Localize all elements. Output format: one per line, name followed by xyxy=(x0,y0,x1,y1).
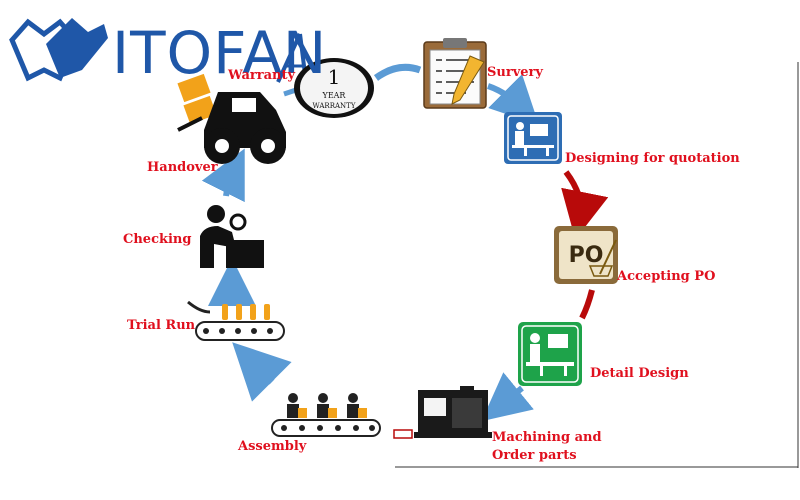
warranty-badge-icon: 1 YEAR WARRANTY xyxy=(294,58,374,118)
arrow-designing-to-accepting xyxy=(561,170,609,240)
warranty-line1: YEAR xyxy=(322,91,347,100)
label-detail-design: Detail Design xyxy=(590,366,689,381)
po-cart-icon: PO xyxy=(554,226,618,284)
designer-desk-icon xyxy=(504,112,562,164)
forklift-icon xyxy=(177,73,286,164)
clipboard-icon xyxy=(423,38,487,109)
label-handover: Handover xyxy=(147,160,218,175)
assembly-line-icon xyxy=(271,393,381,437)
label-accepting: Accepting PO xyxy=(617,269,716,284)
label-warranty: Warranty xyxy=(228,68,296,83)
label-checking: Checking xyxy=(123,232,192,247)
arrow-detail-to-machining xyxy=(481,372,534,422)
arrow-survery-to-designing xyxy=(486,74,539,125)
logo-wordmark: ITOFAN xyxy=(112,19,328,87)
cnc-machine-icon xyxy=(414,386,492,438)
arrow-assembly-to-trial xyxy=(232,342,292,402)
warranty-line2: WARRANTY xyxy=(313,102,356,110)
label-machining-line2: Order parts xyxy=(492,448,577,463)
po-icon-text: PO xyxy=(569,243,604,268)
label-trial-run: Trial Run xyxy=(127,318,196,333)
detail-design-desk-icon xyxy=(518,322,582,386)
arrow-handover-to-warranty xyxy=(283,87,297,97)
arrow-warranty-to-survery xyxy=(373,63,422,81)
arrow-checking-to-handover xyxy=(201,148,245,203)
inspector-icon xyxy=(200,205,264,268)
arrow-accepting-to-detail xyxy=(579,289,595,320)
arrow-machining-to-assembly xyxy=(393,429,413,439)
warranty-number: 1 xyxy=(328,65,341,89)
conveyor-bottles-icon xyxy=(187,300,285,341)
logo-hands-icon xyxy=(9,18,108,82)
label-machining-line1: Machining and xyxy=(492,430,602,445)
label-survery: Survery xyxy=(487,65,543,80)
label-designing: Designing for quotation xyxy=(565,151,740,166)
label-assembly: Assembly xyxy=(238,439,307,454)
